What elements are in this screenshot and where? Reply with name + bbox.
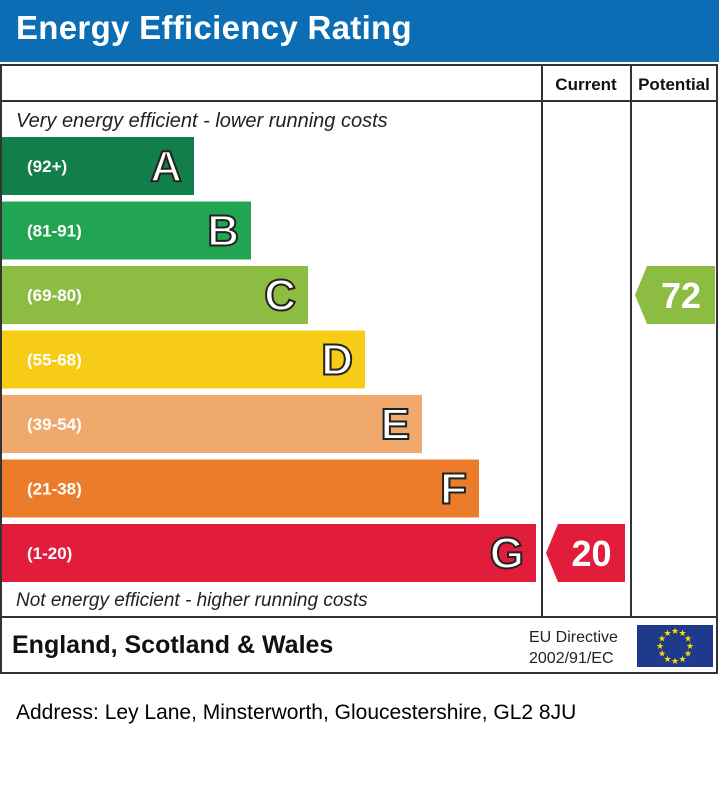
address-text: Address: Ley Lane, Minsterworth, Glouces… (16, 701, 577, 724)
band-c-range: (69-80) (27, 286, 82, 305)
column-header-potential: Potential (638, 75, 710, 94)
eu-star-icon: ★ (678, 628, 686, 638)
eu-star-icon: ★ (658, 634, 666, 644)
chart-frame (0, 64, 718, 674)
band-a-bar (2, 137, 194, 195)
column-header-current: Current (555, 75, 617, 94)
eu-star-icon: ★ (663, 654, 671, 664)
eu-star-icon: ★ (678, 654, 686, 664)
eu-flag-field (637, 625, 713, 667)
eu-star-icon: ★ (663, 628, 671, 638)
eu-star-icon: ★ (671, 656, 679, 666)
band-a-range: (92+) (27, 157, 67, 176)
band-g-range: (1-20) (27, 544, 72, 563)
eu-star-icon: ★ (658, 649, 666, 659)
band-e-letter: E (381, 400, 410, 449)
eu-star-icon: ★ (684, 649, 692, 659)
eu-flag: ★ ★★★★★★★★★★★ (637, 625, 713, 667)
eu-star-icon: ★ (684, 634, 692, 644)
potential-rating-value: 72 (661, 275, 701, 316)
band-c-letter: C (264, 271, 296, 320)
band-d-bar (2, 330, 365, 389)
band-b-range: (81-91) (27, 222, 82, 241)
potential-rating-arrow (635, 266, 715, 324)
band-f-range: (21-38) (27, 480, 82, 499)
bottom-caption: Not energy efficient - higher running co… (16, 590, 368, 611)
directive-line-1: EU Directive (529, 629, 618, 646)
directive-line-2: 2002/91/EC (529, 650, 614, 667)
top-caption: Very energy efficient - lower running co… (16, 110, 388, 132)
band-b-letter: B (207, 207, 239, 256)
band-e-bar (2, 395, 422, 453)
band-e-range: (39-54) (27, 415, 82, 434)
band-d-letter: D (321, 336, 353, 385)
page-title: Energy Efficiency Rating (16, 9, 412, 46)
band-c-bar (2, 266, 308, 324)
band-a-letter: A (150, 142, 182, 191)
header-banner: Energy Efficiency Rating (0, 0, 719, 62)
eu-star-icon: ★ (656, 641, 664, 651)
band-g-bar (2, 524, 536, 582)
current-rating-arrow (546, 524, 625, 582)
band-d-range: (55-68) (27, 351, 82, 370)
epc-chart: Current Potential Very energy efficient … (0, 64, 718, 674)
band-b-bar (2, 201, 251, 260)
band-f-letter: F (440, 465, 467, 514)
band-g-letter: G (490, 529, 524, 578)
eu-star-icon: ★ (686, 641, 694, 651)
region-label: England, Scotland & Wales (12, 631, 333, 659)
band-f-bar (2, 459, 479, 518)
current-rating-value: 20 (571, 533, 611, 574)
eu-star-icon: ★ (671, 626, 679, 636)
